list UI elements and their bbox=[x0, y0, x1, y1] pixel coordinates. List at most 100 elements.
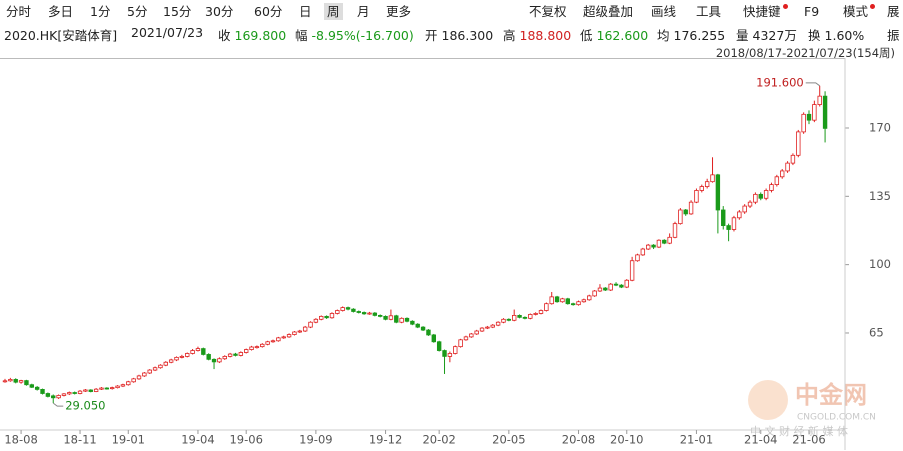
toolbar-button[interactable]: 画线 bbox=[651, 4, 677, 19]
toolbar-tab[interactable]: 1分 bbox=[90, 4, 111, 19]
toolbar-button[interactable]: 展 bbox=[887, 4, 900, 19]
candle-body bbox=[179, 355, 185, 358]
toolbar-tab[interactable]: 60分 bbox=[254, 4, 283, 19]
toolbar-tab[interactable]: 更多 bbox=[386, 4, 412, 19]
candle-body bbox=[479, 327, 485, 332]
quote-label: 均 bbox=[657, 28, 670, 43]
candle-body bbox=[522, 316, 528, 319]
candle-body bbox=[587, 295, 592, 301]
toolbar-tab[interactable]: 多日 bbox=[48, 4, 74, 19]
candle-body bbox=[227, 353, 233, 357]
candle-body bbox=[319, 315, 324, 320]
candle-body bbox=[726, 225, 731, 230]
x-tick-label: 21-06 bbox=[792, 433, 825, 447]
watermark-slogan: 中 文 财 经 新 媒 体 bbox=[750, 424, 848, 438]
x-tick-label: 20-10 bbox=[610, 433, 643, 447]
candle-body bbox=[731, 217, 737, 230]
candle-body bbox=[201, 348, 206, 355]
candle-body bbox=[608, 283, 613, 291]
toolbar-tab[interactable]: 30分 bbox=[205, 4, 234, 19]
candle-body bbox=[420, 326, 426, 331]
candle-body bbox=[806, 113, 812, 121]
candle-body bbox=[565, 298, 570, 305]
candle-body bbox=[699, 186, 704, 191]
candle-body bbox=[646, 244, 651, 250]
candle-body bbox=[458, 339, 463, 348]
toolbar-button[interactable]: 不复权 bbox=[529, 4, 567, 19]
toolbar-tab[interactable]: 15分 bbox=[163, 4, 192, 19]
candle-body bbox=[185, 353, 190, 357]
candle-body bbox=[34, 386, 40, 390]
candle-body bbox=[469, 333, 474, 338]
quote-value: 162.600 bbox=[596, 28, 649, 43]
candle-body bbox=[345, 307, 351, 310]
toolbar-button[interactable]: F9 bbox=[804, 4, 820, 19]
toolbar-button[interactable]: 模式 bbox=[843, 4, 869, 19]
quote-item: 均 176.255 bbox=[657, 25, 725, 44]
candle-body bbox=[260, 343, 265, 348]
candle-body bbox=[570, 303, 576, 306]
x-tick-label: 19-01 bbox=[112, 433, 145, 447]
quote-item: 换 1.60% bbox=[808, 25, 864, 44]
candle-body bbox=[254, 346, 260, 349]
x-tick-label: 20-08 bbox=[562, 433, 595, 447]
candle-body bbox=[780, 170, 785, 178]
candle-body bbox=[377, 315, 383, 317]
candle-body bbox=[447, 353, 453, 357]
x-tick-label: 21-04 bbox=[744, 433, 777, 447]
y-tick-label: 65 bbox=[869, 325, 884, 339]
candle-body bbox=[308, 321, 313, 328]
candle-body bbox=[222, 355, 227, 360]
candle-body bbox=[302, 326, 308, 332]
candle-body bbox=[99, 387, 104, 390]
candle-body bbox=[694, 190, 699, 203]
candle-body bbox=[662, 239, 667, 244]
candle-body bbox=[190, 350, 195, 354]
candle-body bbox=[501, 318, 506, 323]
toolbar-button[interactable]: 超级叠加 bbox=[583, 4, 634, 19]
candle-body bbox=[603, 287, 608, 291]
candle-body bbox=[463, 336, 469, 341]
candle-body bbox=[656, 239, 662, 248]
x-tick-label: 21-01 bbox=[680, 433, 713, 447]
watermark-brand: 中金网 bbox=[795, 381, 867, 409]
toolbar-tab[interactable]: 分时 bbox=[6, 4, 32, 19]
quote-label: 幅 bbox=[295, 28, 308, 43]
quote-row: 2020.HK[安踏体育] 2021/07/23 收 169.800 幅 -8.95%(-… bbox=[0, 22, 903, 44]
candle-body bbox=[152, 367, 158, 371]
quote-label: 换 bbox=[808, 28, 821, 43]
toolbar-button[interactable]: 工具 bbox=[696, 4, 722, 19]
candle-body bbox=[560, 298, 565, 303]
toolbar-button[interactable]: 快捷键 bbox=[743, 4, 781, 19]
candle-body bbox=[110, 387, 115, 390]
candle-body bbox=[394, 315, 399, 323]
x-tick-label: 19-06 bbox=[229, 433, 262, 447]
candle-body bbox=[115, 385, 120, 389]
candle-body bbox=[335, 310, 340, 314]
candle-body bbox=[77, 390, 83, 394]
range-label: 2018/08/17-2021/07/23(154周) bbox=[715, 46, 895, 60]
candle-body bbox=[753, 193, 758, 203]
candle-body bbox=[651, 244, 656, 248]
candle-body bbox=[790, 154, 796, 164]
toolbar-tab[interactable]: 5分 bbox=[127, 4, 148, 19]
candle-body bbox=[774, 176, 780, 186]
candle-body bbox=[324, 315, 329, 319]
candle-body bbox=[67, 392, 72, 395]
candle-body bbox=[640, 248, 646, 256]
candle-body bbox=[233, 353, 238, 356]
toolbar-tab[interactable]: 周 bbox=[324, 3, 343, 20]
toolbar-tab[interactable]: 月 bbox=[357, 4, 370, 19]
candle-body bbox=[710, 174, 715, 183]
candle-body bbox=[217, 358, 222, 363]
candle-body bbox=[453, 346, 458, 354]
candle-body bbox=[313, 318, 319, 323]
quote-value: 186.300 bbox=[441, 28, 494, 43]
candle-body bbox=[399, 317, 404, 323]
quote-item: 振 bbox=[887, 28, 900, 43]
toolbar-tab[interactable]: 日 bbox=[299, 4, 312, 19]
x-tick-label: 20-02 bbox=[422, 433, 455, 447]
candle-body bbox=[13, 379, 18, 383]
candle-body bbox=[410, 320, 415, 325]
candle-body bbox=[533, 313, 538, 315]
